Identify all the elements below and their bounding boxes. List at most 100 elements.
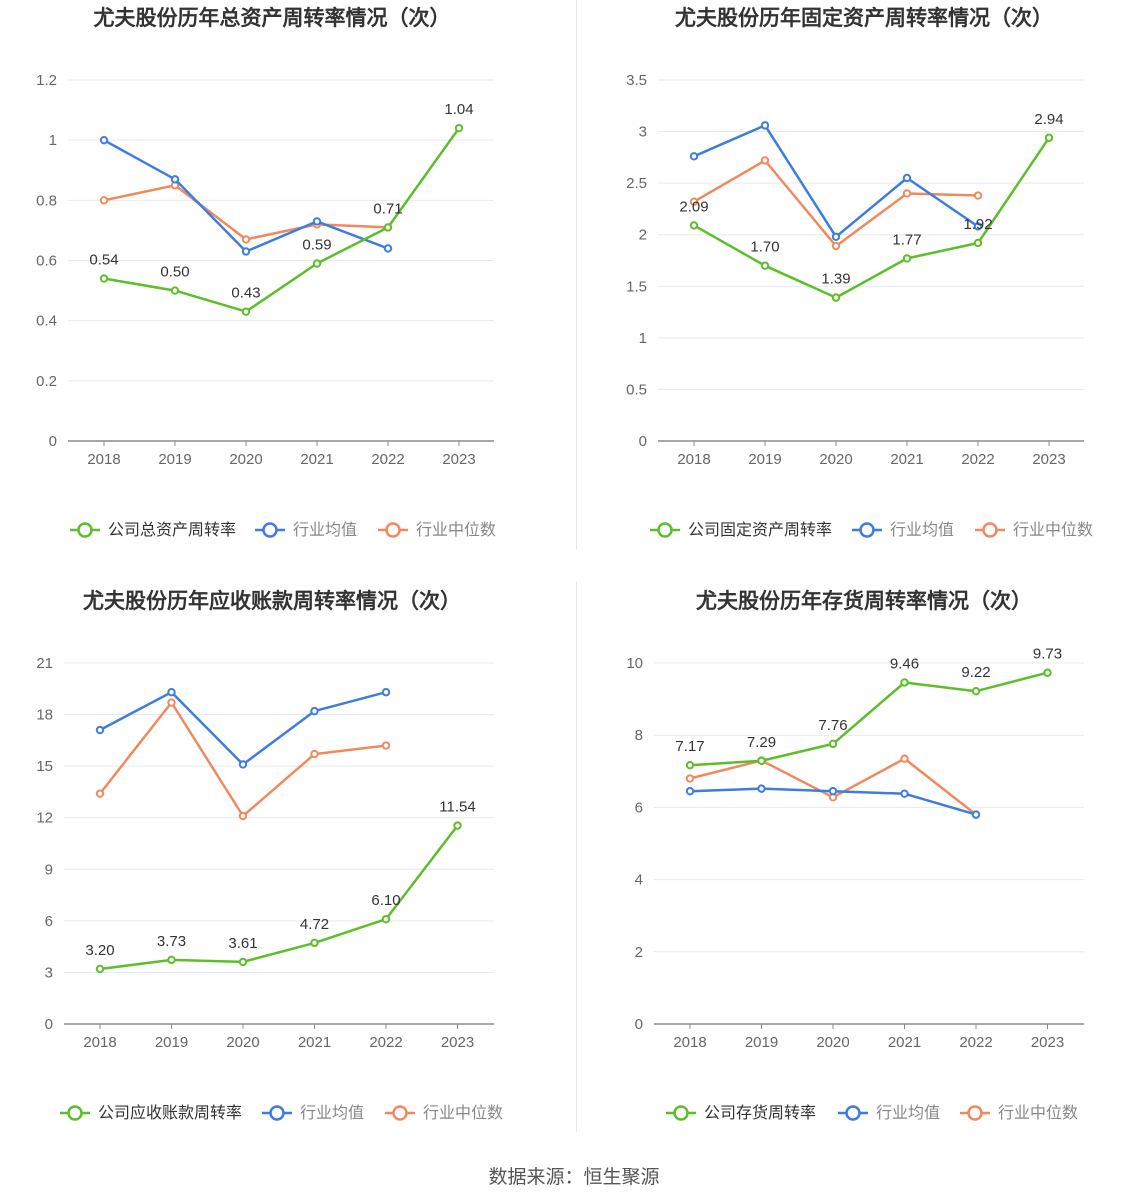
x-tick-label: 2022 bbox=[369, 1034, 402, 1051]
legend-item-company: 公司固定资产周转率 bbox=[650, 521, 832, 539]
legend-marker bbox=[982, 522, 998, 538]
data-point-avg bbox=[383, 244, 393, 253]
legend-marker bbox=[262, 522, 278, 538]
data-point-avg bbox=[685, 786, 695, 796]
x-tick-label: 2019 bbox=[748, 451, 781, 468]
data-label: 0.71 bbox=[373, 200, 402, 217]
legend-item-median: 行业中位数 bbox=[385, 1104, 503, 1122]
x-tick-label: 2023 bbox=[441, 1034, 474, 1051]
data-point-avg bbox=[831, 232, 841, 241]
series-line-company bbox=[99, 824, 459, 971]
data-point-company bbox=[689, 221, 699, 230]
data-point-company bbox=[828, 739, 838, 749]
x-tick-label: 2023 bbox=[442, 451, 475, 468]
x-tick-label: 2019 bbox=[158, 451, 191, 468]
legend-item-avg: 行业均值 bbox=[255, 521, 357, 539]
top-divider bbox=[576, 0, 577, 550]
y-tick-label: 1 bbox=[49, 132, 57, 149]
data-label: 0.59 bbox=[302, 237, 331, 254]
chart-panel-3: 尤夫股份历年应收账款周转率情况（次） 0 3 6 9 12 15 18 21 2018 2019 20… bbox=[36, 589, 503, 1122]
chart-title: 尤夫股份历年总资产周转率情况（次） bbox=[94, 6, 451, 30]
data-point-avg bbox=[973, 222, 983, 231]
data-label: 9.73 bbox=[1033, 646, 1062, 663]
x-tick-label: 2023 bbox=[1031, 1034, 1064, 1051]
legend-label: 公司固定资产周转率 bbox=[688, 521, 832, 539]
legend-marker bbox=[392, 1105, 408, 1121]
chart-title: 尤夫股份历年存货周转率情况（次） bbox=[696, 589, 1032, 613]
data-label: 3.20 bbox=[85, 942, 114, 959]
y-tick-label: 9 bbox=[45, 861, 53, 878]
y-tick-label: 0.5 bbox=[626, 381, 647, 398]
x-tick-label: 2023 bbox=[1032, 451, 1065, 468]
x-tick-label: 2018 bbox=[673, 1034, 706, 1051]
y-tick-label: 0.6 bbox=[36, 253, 57, 270]
legend-marker bbox=[385, 522, 401, 538]
x-tick-label: 2020 bbox=[819, 451, 852, 468]
data-point-company bbox=[760, 261, 770, 270]
data-label: 1.04 bbox=[444, 101, 473, 118]
series-line-avg bbox=[103, 139, 389, 253]
data-point-company bbox=[312, 259, 322, 268]
data-point-company bbox=[1043, 668, 1052, 677]
data-point-company bbox=[971, 686, 981, 696]
data-label: 7.29 bbox=[747, 734, 776, 751]
data-point-median bbox=[902, 189, 912, 198]
y-tick-label: 2.5 bbox=[626, 175, 647, 192]
chart-panel-2: 尤夫股份历年固定资产周转率情况（次） 0 0.5 1 1.5 2 2.5 3 3.5 2018 20… bbox=[626, 6, 1093, 539]
legend-marker bbox=[269, 1105, 285, 1121]
y-tick-label: 0.8 bbox=[36, 192, 57, 209]
data-point-median bbox=[310, 749, 319, 759]
y-tick-label: 1 bbox=[639, 330, 647, 347]
x-tick-label: 2019 bbox=[745, 1034, 778, 1051]
x-tick-label: 2020 bbox=[229, 451, 262, 468]
legend-label: 行业中位数 bbox=[416, 521, 496, 539]
data-point-avg bbox=[310, 706, 319, 716]
data-label: 2.09 bbox=[679, 198, 708, 215]
data-point-median bbox=[900, 754, 909, 763]
legend-item-avg: 行业均值 bbox=[262, 1104, 364, 1122]
y-tick-label: 12 bbox=[36, 810, 53, 827]
data-point-company bbox=[241, 307, 251, 316]
data-point-company bbox=[381, 914, 391, 924]
data-point-company bbox=[238, 957, 248, 967]
data-label: 7.76 bbox=[818, 717, 847, 734]
legend-item-avg: 行业均值 bbox=[838, 1104, 940, 1122]
y-tick-label: 6 bbox=[635, 799, 643, 816]
data-point-avg bbox=[689, 152, 699, 161]
data-point-company bbox=[170, 286, 180, 295]
data-point-median bbox=[238, 811, 248, 821]
x-tick-label: 2022 bbox=[371, 451, 404, 468]
x-tick-label: 2021 bbox=[298, 1034, 331, 1051]
chart-title: 尤夫股份历年固定资产周转率情况（次） bbox=[675, 6, 1053, 30]
data-point-avg bbox=[902, 173, 912, 183]
legend-item-company: 公司存货周转率 bbox=[666, 1104, 816, 1122]
series-line-median bbox=[99, 701, 387, 818]
x-tick-label: 2020 bbox=[816, 1034, 849, 1051]
data-label: 6.10 bbox=[371, 892, 400, 909]
chart-panel-4: 尤夫股份历年存货周转率情况（次） 0 2 4 6 8 10 2018 2019 2020 2021 2… bbox=[626, 589, 1084, 1122]
data-point-company bbox=[1044, 133, 1054, 142]
data-point-company bbox=[167, 955, 176, 965]
data-point-avg bbox=[900, 789, 909, 798]
y-tick-label: 2 bbox=[635, 944, 643, 961]
data-point-company bbox=[95, 964, 105, 974]
x-tick-label: 2018 bbox=[83, 1034, 116, 1051]
y-tick-label: 3.5 bbox=[626, 72, 647, 89]
data-point-avg bbox=[167, 688, 176, 697]
x-tick-label: 2020 bbox=[226, 1034, 259, 1051]
data-label: 1.39 bbox=[821, 271, 850, 288]
data-point-company bbox=[757, 756, 766, 766]
data-label: 3.73 bbox=[157, 933, 186, 950]
legend-label: 行业中位数 bbox=[423, 1104, 503, 1122]
x-tick-label: 2019 bbox=[155, 1034, 188, 1051]
data-point-company bbox=[453, 821, 462, 830]
bottom-divider bbox=[576, 582, 577, 1132]
legend-marker bbox=[673, 1105, 689, 1121]
series-line-company bbox=[689, 671, 1048, 767]
legend-marker bbox=[859, 522, 875, 538]
data-label: 3.61 bbox=[228, 935, 257, 952]
series-line-company bbox=[103, 127, 461, 313]
y-tick-label: 1.2 bbox=[36, 72, 57, 89]
